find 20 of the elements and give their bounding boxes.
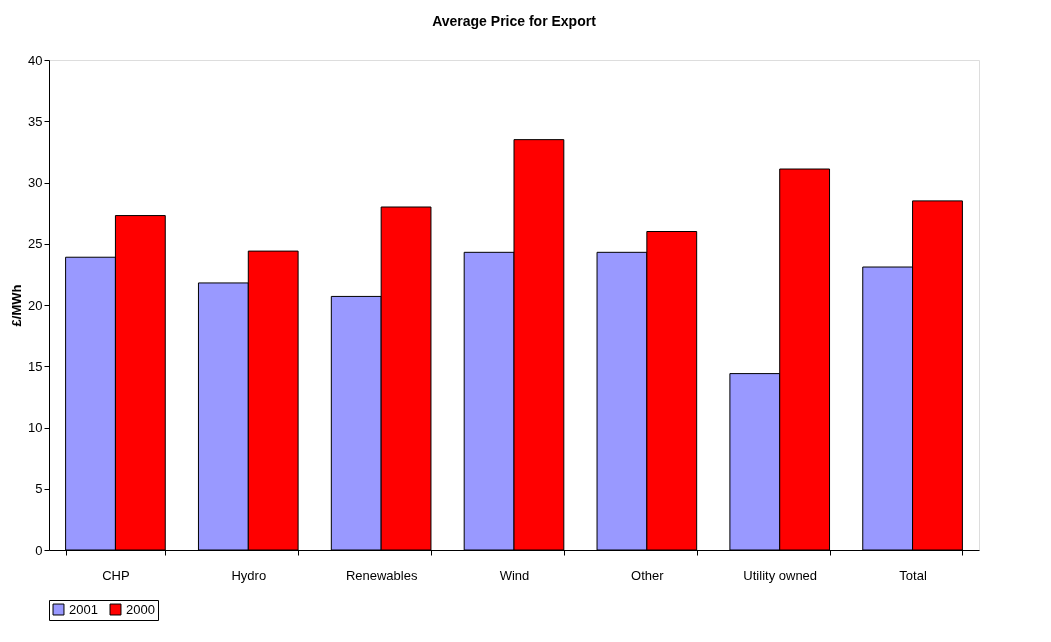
y-tick-label: 35 <box>28 113 43 129</box>
y-tick-label: 20 <box>28 297 43 313</box>
chart-title: Average Price for Export <box>432 13 597 29</box>
x-tick-label: Total <box>899 567 927 583</box>
x-tick-label: CHP <box>102 567 130 583</box>
x-tick-label: Renewables <box>345 567 418 583</box>
x-tick-label: Utility owned <box>743 567 818 583</box>
y-tick-label: 5 <box>35 481 43 497</box>
y-tick-label: 25 <box>28 236 43 252</box>
y-tick-label: 30 <box>28 175 43 190</box>
legend-label: 2000 <box>126 601 155 617</box>
y-tick-label: 0 <box>35 542 43 558</box>
y-tick-label: 15 <box>28 358 43 374</box>
y-tick-label: 10 <box>28 420 43 435</box>
x-tick-label: Wind <box>499 567 530 583</box>
y-tick-label: 40 <box>28 52 43 68</box>
legend-label: 2001 <box>69 601 98 617</box>
x-tick-label: Other <box>631 567 665 583</box>
x-tick-label: Hydro <box>231 567 267 583</box>
y-axis-title: £/MWh <box>9 284 25 327</box>
